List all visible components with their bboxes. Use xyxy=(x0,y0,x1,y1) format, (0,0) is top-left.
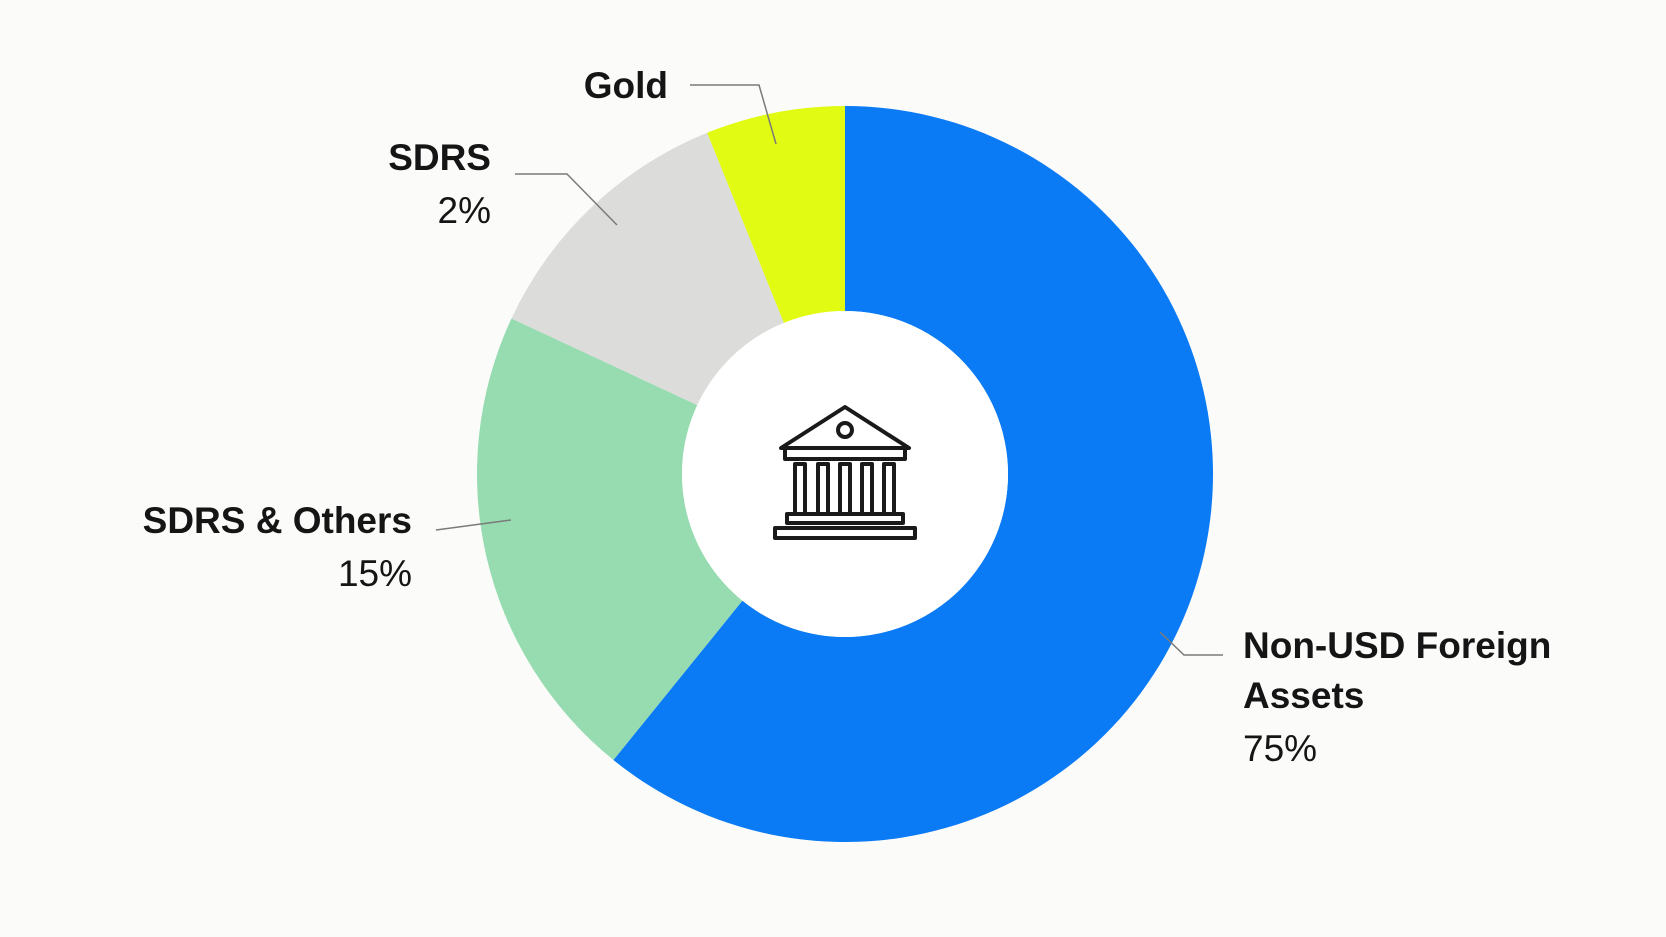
chart-slices xyxy=(477,106,1213,843)
label-non-usd-name-line1: Non-USD Foreign xyxy=(1243,625,1551,666)
label-gold-name: Gold xyxy=(584,65,668,106)
label-sdrs-others-name: SDRS & Others xyxy=(143,500,412,541)
bank-building-icon xyxy=(773,405,917,540)
label-non-usd-value: 75% xyxy=(1243,728,1317,769)
leader-line-sdrs xyxy=(515,173,618,226)
label-sdrs-value: 2% xyxy=(438,190,491,231)
leader-line-non-usd xyxy=(1159,631,1223,656)
slice-sdrs xyxy=(511,132,784,406)
leader-line-sdrs-others xyxy=(435,519,512,531)
label-sdrs-name: SDRS xyxy=(388,137,491,178)
slice-sdrs-and-others xyxy=(477,318,743,760)
label-sdrs-others-value: 15% xyxy=(338,553,412,594)
slice-gold xyxy=(707,106,845,323)
label-non-usd-name-line2: Assets xyxy=(1243,675,1364,716)
leader-line-gold xyxy=(690,84,777,145)
donut-hole xyxy=(682,311,1008,637)
slice-non-usd-foreign-assets xyxy=(613,106,1213,843)
